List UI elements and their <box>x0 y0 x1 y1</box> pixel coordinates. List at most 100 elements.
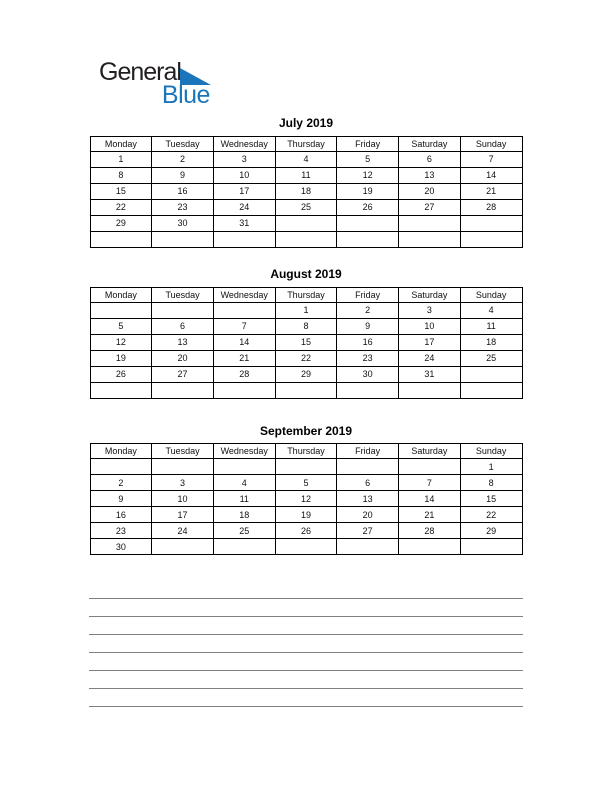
weekday-header: Tuesday <box>151 135 214 152</box>
day-cell: 18 <box>274 182 338 200</box>
day-cell: 8 <box>89 166 153 184</box>
day-cell: 8 <box>459 474 523 492</box>
day-cell: 28 <box>398 522 461 540</box>
weekday-header: Tuesday <box>151 286 214 303</box>
day-cell: 2 <box>151 150 214 168</box>
day-cell: 20 <box>151 349 214 367</box>
empty-day-cell <box>212 538 276 556</box>
week-row: 8 9 10 11 12 13 14 <box>89 166 523 184</box>
day-cell: 28 <box>459 198 523 216</box>
day-cell: 2 <box>89 474 153 492</box>
month-section-september: September 2019 Monday Tuesday Wednesday Thu… <box>0 424 612 556</box>
day-cell: 5 <box>89 317 153 335</box>
day-cell: 23 <box>89 522 153 540</box>
day-cell: 13 <box>398 166 461 184</box>
empty-day-cell <box>274 381 338 399</box>
month-section-july: July 2019 Monday Tuesday Wednesday Thursday… <box>0 116 612 248</box>
empty-day-cell <box>459 365 523 383</box>
day-cell: 1 <box>459 458 523 476</box>
calendar-list: July 2019 Monday Tuesday Wednesday Thursday… <box>0 116 612 556</box>
week-row: 12 13 14 15 16 17 18 <box>89 333 523 351</box>
weekday-header: Monday <box>89 135 153 152</box>
week-row: 29 30 31 <box>89 214 523 232</box>
calendar-table: Monday Tuesday Wednesday Thursday Friday Satu… <box>89 135 523 248</box>
day-cell: 11 <box>212 490 276 508</box>
day-cell: 10 <box>151 490 214 508</box>
weekday-header: Wednesday <box>212 135 276 152</box>
weekday-header: Saturday <box>398 135 461 152</box>
day-cell: 13 <box>151 333 214 351</box>
day-cell: 20 <box>336 506 400 524</box>
weekday-header: Monday <box>89 443 153 460</box>
day-cell: 5 <box>274 474 338 492</box>
day-cell: 22 <box>89 198 153 216</box>
day-cell: 18 <box>212 506 276 524</box>
day-cell: 7 <box>212 317 276 335</box>
empty-day-cell <box>89 301 153 319</box>
week-row: 22 23 24 25 26 27 28 <box>89 198 523 216</box>
day-cell: 6 <box>336 474 400 492</box>
empty-day-cell <box>398 458 461 476</box>
weekday-header: Friday <box>336 135 400 152</box>
day-cell: 14 <box>212 333 276 351</box>
day-cell: 22 <box>459 506 523 524</box>
week-row: 1 <box>89 458 523 476</box>
day-cell: 24 <box>212 198 276 216</box>
day-cell: 26 <box>89 365 153 383</box>
week-row: 30 <box>89 538 523 556</box>
note-line <box>89 634 523 652</box>
day-cell: 11 <box>459 317 523 335</box>
day-cell: 15 <box>459 490 523 508</box>
note-line <box>89 598 523 616</box>
logo-text-blue: Blue <box>161 81 211 109</box>
week-row: 15 16 17 18 19 20 21 <box>89 182 523 200</box>
day-cell: 24 <box>398 349 461 367</box>
day-cell: 19 <box>89 349 153 367</box>
day-cell: 21 <box>398 506 461 524</box>
day-cell: 22 <box>274 349 338 367</box>
day-cell: 29 <box>459 522 523 540</box>
day-cell: 30 <box>151 214 214 232</box>
day-cell: 27 <box>151 365 214 383</box>
weekday-header-row: Monday Tuesday Wednesday Thursday Friday Satu… <box>89 286 523 303</box>
empty-day-cell <box>274 230 338 248</box>
weekday-header: Monday <box>89 286 153 303</box>
note-line <box>89 616 523 634</box>
empty-day-cell <box>336 538 400 556</box>
week-row: 16 17 18 19 20 21 22 <box>89 506 523 524</box>
weekday-header: Friday <box>336 443 400 460</box>
day-cell: 9 <box>336 317 400 335</box>
general-blue-logo: General Blue <box>99 60 211 109</box>
day-cell: 21 <box>212 349 276 367</box>
day-cell: 5 <box>336 150 400 168</box>
day-cell: 19 <box>336 182 400 200</box>
day-cell: 9 <box>151 166 214 184</box>
logo-top-row: General <box>99 60 211 85</box>
weekday-header: Wednesday <box>212 443 276 460</box>
day-cell: 31 <box>212 214 276 232</box>
day-cell: 6 <box>151 317 214 335</box>
blue-triangle-flag-icon <box>179 68 211 85</box>
day-cell: 17 <box>212 182 276 200</box>
day-cell: 1 <box>89 150 153 168</box>
day-cell: 2 <box>336 301 400 319</box>
empty-day-cell <box>398 381 461 399</box>
notes-lines <box>89 598 523 724</box>
day-cell: 10 <box>212 166 276 184</box>
day-cell: 25 <box>212 522 276 540</box>
empty-day-cell <box>459 214 523 232</box>
week-row <box>89 381 523 399</box>
weekday-header: Thursday <box>274 286 338 303</box>
day-cell: 19 <box>274 506 338 524</box>
empty-day-cell <box>336 230 400 248</box>
day-cell: 25 <box>459 349 523 367</box>
day-cell: 11 <box>274 166 338 184</box>
empty-day-cell <box>274 458 338 476</box>
note-line <box>89 688 523 706</box>
day-cell: 28 <box>212 365 276 383</box>
day-cell: 14 <box>459 166 523 184</box>
day-cell: 12 <box>89 333 153 351</box>
weekday-header: Friday <box>336 286 400 303</box>
